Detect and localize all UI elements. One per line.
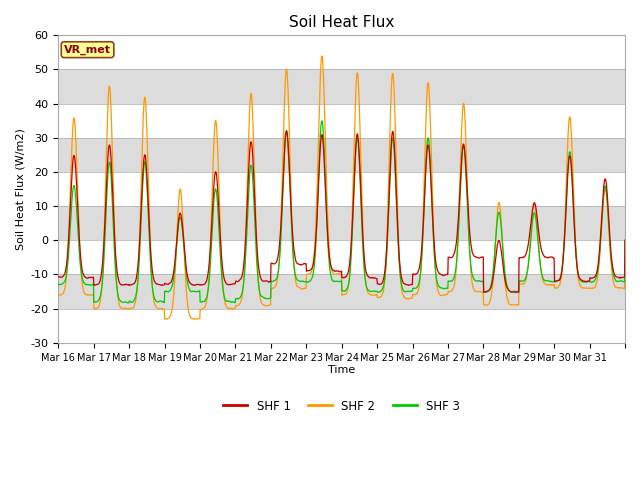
Bar — [58, 36, 625, 70]
Y-axis label: Soil Heat Flux (W/m2): Soil Heat Flux (W/m2) — [15, 128, 25, 250]
Title: Soil Heat Flux: Soil Heat Flux — [289, 15, 394, 30]
Bar — [58, 275, 625, 309]
Bar — [58, 172, 625, 206]
X-axis label: Time: Time — [328, 365, 355, 375]
Bar — [58, 309, 625, 343]
Bar — [58, 138, 625, 172]
Legend: SHF 1, SHF 2, SHF 3: SHF 1, SHF 2, SHF 3 — [219, 395, 465, 417]
Bar — [58, 104, 625, 138]
Bar — [58, 70, 625, 104]
Bar — [58, 206, 625, 240]
Bar — [58, 240, 625, 275]
Text: VR_met: VR_met — [64, 45, 111, 55]
